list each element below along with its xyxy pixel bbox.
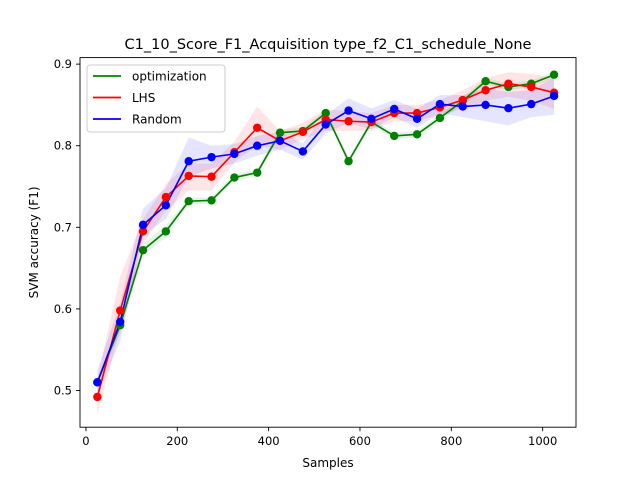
x-tick-label: 400 <box>258 434 280 448</box>
point-lhs <box>458 95 467 105</box>
point-random <box>504 103 513 113</box>
point-optimization <box>230 173 239 182</box>
x-tick-label: 200 <box>166 434 188 448</box>
point-optimization <box>481 77 490 86</box>
x-tick-label: 600 <box>349 434 371 448</box>
point-random <box>93 378 102 387</box>
point-lhs <box>344 117 353 126</box>
point-lhs <box>184 171 193 181</box>
y-axis-label: SVM accuracy (F1) <box>27 186 41 298</box>
point-random <box>367 114 376 123</box>
point-random <box>184 157 193 166</box>
point-random <box>138 220 148 230</box>
point-lhs <box>527 82 536 92</box>
point-random <box>344 106 353 115</box>
y-tick-label: 0.9 <box>54 57 72 71</box>
x-tick-label: 0 <box>82 434 89 448</box>
legend-label-random: Random <box>132 113 182 127</box>
y-axis-ticks: 0.5 0.6 0.7 0.8 0.9 <box>54 57 80 397</box>
legend-label-lhs: LHS <box>132 91 155 105</box>
point-lhs <box>253 123 262 132</box>
x-axis-ticks: 0 200 400 600 800 1000 <box>82 427 557 448</box>
line-random <box>96 95 555 383</box>
point-optimization <box>275 128 285 137</box>
point-lhs <box>115 306 125 315</box>
y-tick-label: 0.8 <box>54 139 72 153</box>
point-lhs <box>481 86 490 95</box>
point-random <box>549 91 559 101</box>
point-lhs <box>207 172 216 181</box>
legend-label-optimization: optimization <box>132 70 207 84</box>
point-optimization <box>435 113 445 123</box>
point-optimization <box>321 108 330 118</box>
point-optimization <box>344 157 353 166</box>
point-random <box>230 149 239 159</box>
point-lhs <box>93 392 102 402</box>
point-random <box>481 100 490 110</box>
point-optimization <box>161 227 171 236</box>
y-tick-label: 0.6 <box>54 302 72 316</box>
point-random <box>161 201 171 210</box>
point-random <box>527 99 536 109</box>
point-random <box>321 120 330 129</box>
point-optimization <box>412 130 422 139</box>
point-lhs <box>298 127 308 137</box>
point-lhs <box>504 79 513 88</box>
x-axis-label: Samples <box>302 456 353 470</box>
legend: optimization LHS Random <box>86 64 226 133</box>
point-random <box>207 152 216 162</box>
plot-frame <box>79 57 577 428</box>
point-random <box>435 99 445 109</box>
point-optimization <box>207 196 216 205</box>
point-random <box>298 147 308 156</box>
chart-title: C1_10_Score_F1_Acquisition type_f2_C1_sc… <box>125 37 532 53</box>
point-random <box>115 317 125 327</box>
point-optimization <box>253 168 262 177</box>
point-random <box>390 104 399 114</box>
point-optimization <box>390 131 399 141</box>
x-tick-label: 1000 <box>528 434 557 448</box>
series-points <box>93 70 559 402</box>
point-optimization <box>549 70 559 79</box>
point-random <box>253 141 262 150</box>
point-optimization <box>138 245 148 255</box>
point-random <box>412 114 422 123</box>
y-tick-label: 0.7 <box>54 220 72 234</box>
point-lhs <box>138 227 148 236</box>
point-random <box>458 102 467 111</box>
y-tick-label: 0.5 <box>54 383 72 397</box>
x-tick-label: 800 <box>440 434 462 448</box>
point-optimization <box>184 197 193 206</box>
point-lhs <box>161 192 171 202</box>
point-random <box>275 136 285 146</box>
legend-frame <box>86 64 226 133</box>
